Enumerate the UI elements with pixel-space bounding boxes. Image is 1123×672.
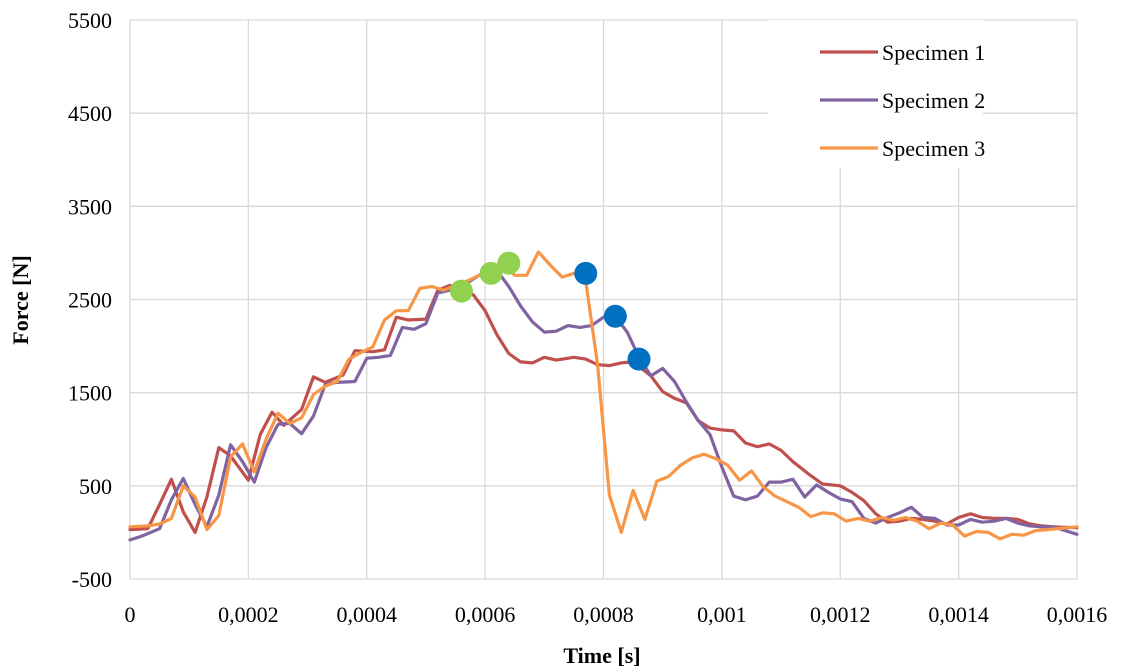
series-lines: [128, 250, 1079, 542]
y-tick-label: 3500: [68, 194, 112, 219]
green-marker-point: [497, 251, 521, 275]
y-axis-ticks: -500 500 1500 2500 3500 4500 5500: [68, 8, 112, 592]
green-marker-point: [479, 261, 503, 285]
x-tick-label: 0,0006: [455, 602, 516, 627]
y-tick-label: -500: [72, 567, 112, 592]
x-tick-label: 0: [125, 602, 136, 627]
y-tick-label: 2500: [68, 288, 112, 313]
y-axis-title: Force [N]: [8, 255, 33, 344]
x-tick-label: 0,0012: [810, 602, 871, 627]
legend-label-specimen-2: Specimen 2: [882, 88, 985, 113]
series-line-specimen-1: [128, 283, 1079, 534]
y-tick-label: 5500: [68, 8, 112, 33]
markers: [449, 251, 651, 371]
series-line-specimen-3: [128, 250, 1079, 541]
x-tick-label: 0,0002: [218, 602, 279, 627]
blue-marker-point: [574, 261, 598, 285]
x-tick-label: 0,0014: [928, 602, 989, 627]
legend-label-specimen-1: Specimen 1: [882, 40, 985, 65]
legend: Specimen 1 Specimen 2 Specimen 3: [768, 20, 985, 168]
x-axis-title: Time [s]: [563, 643, 640, 668]
x-tick-label: 0,0004: [337, 602, 398, 627]
blue-marker-point: [627, 347, 651, 371]
y-tick-label: 500: [79, 474, 112, 499]
legend-background: [768, 20, 983, 168]
green-marker-point: [449, 279, 473, 303]
x-tick-label: 0,0008: [573, 602, 634, 627]
y-tick-label: 4500: [68, 101, 112, 126]
x-axis-ticks: 0 0,0002 0,0004 0,0006 0,0008 0,001 0,0012 0,00…: [125, 602, 1108, 627]
legend-label-specimen-3: Specimen 3: [882, 136, 985, 161]
y-tick-label: 1500: [68, 381, 112, 406]
blue-marker-point: [603, 304, 627, 328]
x-tick-label: 0,001: [697, 602, 747, 627]
x-tick-label: 0,0016: [1047, 602, 1108, 627]
